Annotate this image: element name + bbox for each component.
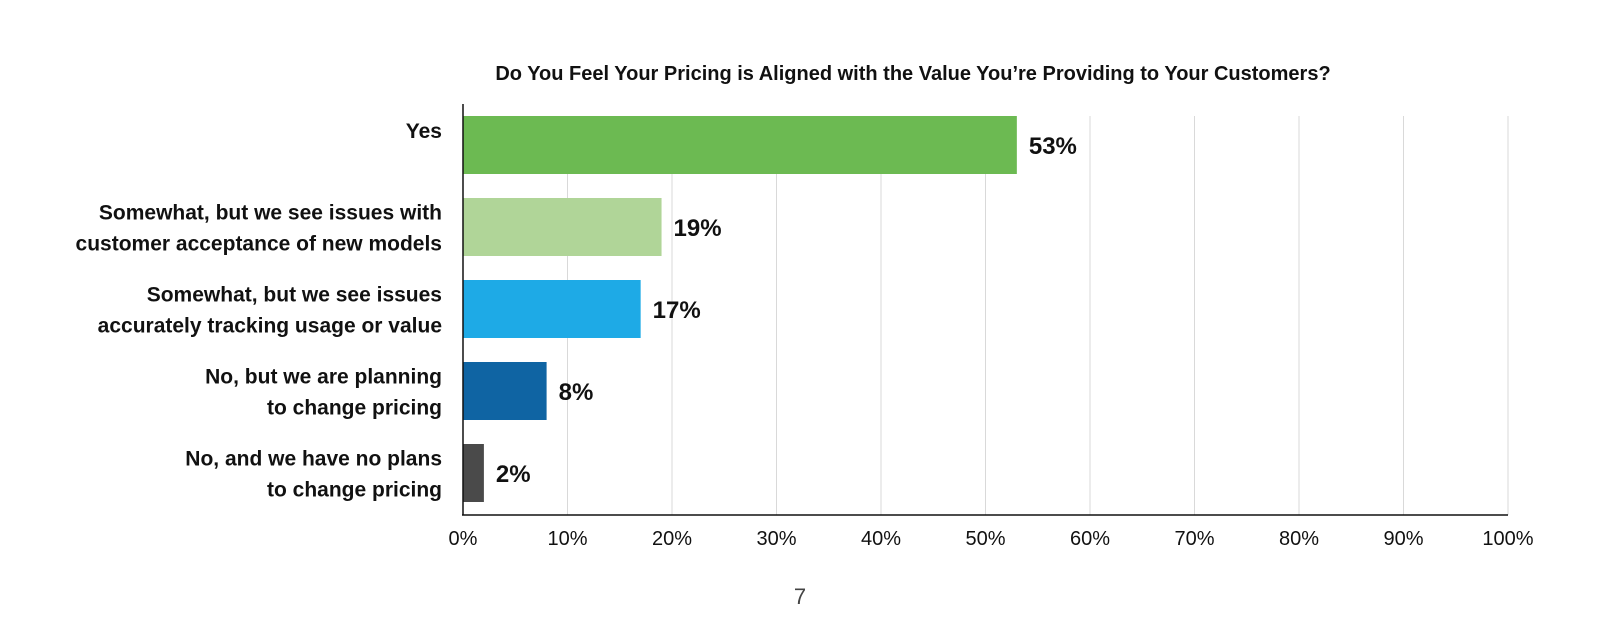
category-label: Somewhat, but we see issues with customer…: [76, 202, 442, 256]
x-tick-label: 20%: [652, 528, 692, 550]
data-label: 17%: [653, 297, 701, 324]
bar: [463, 198, 662, 256]
category-label-line: to change pricing: [267, 397, 442, 420]
x-axis-ticks: 0% 10% 20% 30% 40% 50% 60% 70% 80% 90% 100%: [449, 528, 1534, 550]
x-tick-label: 0%: [449, 528, 478, 550]
category-label-line: Somewhat, but we see issues: [147, 284, 442, 307]
data-labels: 53% 19% 17% 8% 2%: [496, 133, 1077, 488]
x-tick-label: 50%: [965, 528, 1005, 550]
bar: [463, 116, 1017, 174]
bar: [463, 362, 547, 420]
x-tick-label: 80%: [1279, 528, 1319, 550]
category-labels: Yes Somewhat, but we see issues with custo…: [76, 120, 442, 502]
gridlines: [567, 116, 1509, 515]
category-label: No, but we are planning to change pricing: [205, 366, 442, 420]
x-tick-label: 60%: [1070, 528, 1110, 550]
category-label-line: No, but we are planning: [205, 366, 442, 389]
data-label: 53%: [1029, 133, 1077, 160]
category-label: No, and we have no plans to change pricin…: [185, 448, 442, 502]
category-label-line: to change pricing: [267, 479, 442, 502]
data-label: 19%: [674, 215, 722, 242]
chart-title: Do You Feel Your Pricing is Aligned with…: [495, 63, 1330, 85]
x-tick-label: 100%: [1482, 528, 1533, 550]
category-label: Yes: [406, 120, 442, 143]
category-label-line: customer acceptance of new models: [76, 233, 442, 256]
x-tick-label: 40%: [861, 528, 901, 550]
x-tick-label: 30%: [756, 528, 796, 550]
x-tick-label: 10%: [547, 528, 587, 550]
data-label: 2%: [496, 461, 531, 488]
category-label-line: No, and we have no plans: [185, 448, 442, 471]
category-label-line: Somewhat, but we see issues with: [99, 202, 442, 225]
page-number: 7: [793, 584, 807, 609]
x-tick-label: 90%: [1383, 528, 1423, 550]
bars: [463, 116, 1017, 502]
bar: [463, 280, 641, 338]
category-label-line: accurately tracking usage or value: [98, 315, 442, 338]
x-tick-label: 70%: [1174, 528, 1214, 550]
bar: [463, 444, 484, 502]
category-label-line: Yes: [406, 120, 442, 143]
category-label: Somewhat, but we see issues accurately tr…: [98, 284, 442, 338]
data-label: 8%: [559, 379, 594, 406]
